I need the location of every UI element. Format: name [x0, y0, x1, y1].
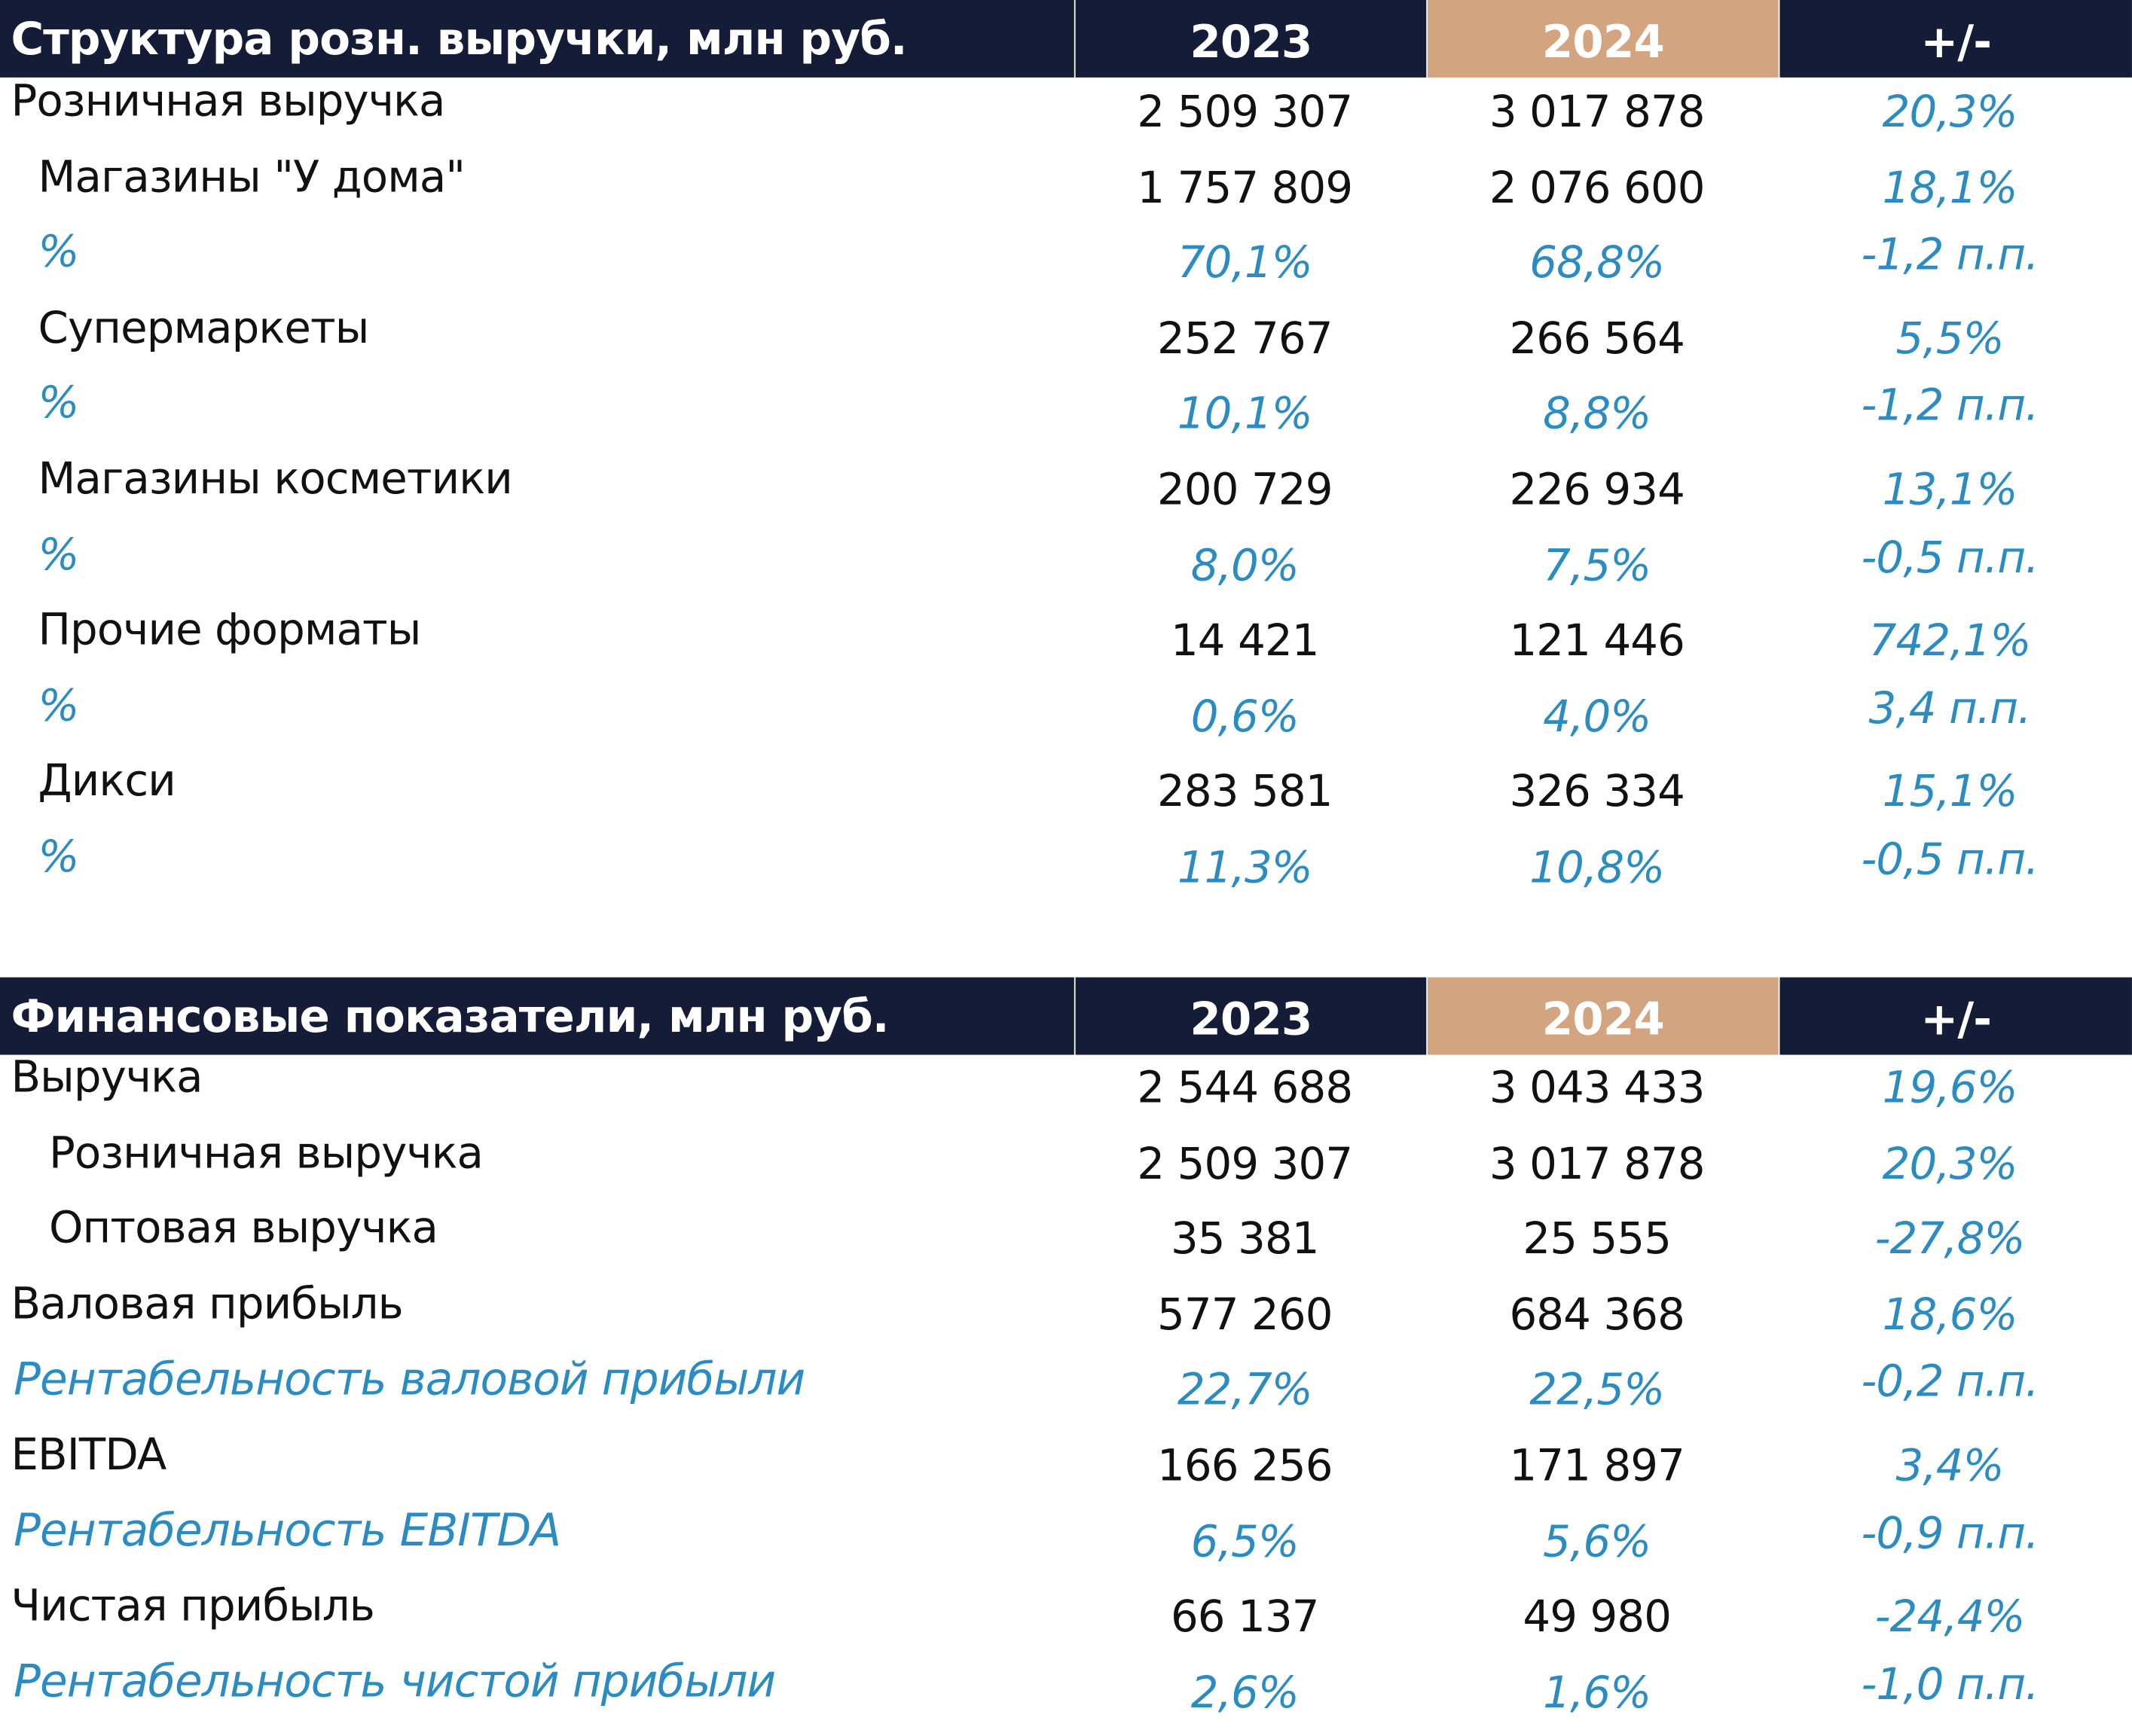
year-value: 577 260	[1157, 1288, 1333, 1341]
change-value: -24,4%	[1874, 1590, 2026, 1643]
change-value: -1,0 п.п.	[1861, 1658, 2039, 1710]
year-value: 8,0%	[1190, 538, 1300, 591]
change-value: 742,1%	[1868, 615, 2032, 667]
row-label: Магазины "У дома"	[38, 150, 466, 203]
year-value: 25 555	[1523, 1213, 1672, 1265]
year-value: 266 564	[1509, 312, 1685, 365]
year-value: 6,5%	[1190, 1515, 1300, 1567]
year-value: 66 137	[1170, 1590, 1320, 1643]
year-value: 2 076 600	[1489, 161, 1706, 213]
table-title: Структура розн. выручки, млн руб.	[0, 0, 1074, 78]
row-label: %	[38, 377, 80, 429]
change-value: 20,3%	[1882, 85, 2018, 138]
change-value: 13,1%	[1882, 463, 2018, 516]
change-value: 15,1%	[1882, 765, 2018, 818]
row-label: Оптовая выручка	[48, 1201, 438, 1254]
year-value: 3 043 433	[1489, 1061, 1706, 1114]
year-value: 252 767	[1157, 312, 1333, 365]
column-header: 2024	[1428, 977, 1779, 1055]
year-value: 166 256	[1157, 1439, 1333, 1491]
change-value: 20,3%	[1882, 1136, 2018, 1189]
change-value: 18,6%	[1882, 1288, 2018, 1341]
row-label: %	[38, 830, 80, 883]
change-value: 19,6%	[1882, 1061, 2018, 1114]
row-label: Выручка	[11, 1051, 203, 1103]
year-value: 283 581	[1157, 765, 1333, 818]
year-value: 2 509 307	[1137, 1136, 1353, 1189]
year-value: 35 381	[1170, 1213, 1320, 1265]
change-value: 3,4%	[1895, 1439, 2005, 1491]
row-label: Рентабельность валовой прибыли	[14, 1352, 805, 1405]
year-value: 1,6%	[1543, 1666, 1651, 1718]
column-header: 2024	[1428, 0, 1779, 78]
year-value: 226 934	[1509, 463, 1685, 516]
change-value: 3,4 п.п.	[1868, 682, 2031, 734]
column-header: +/-	[1779, 977, 2132, 1055]
year-value: 4,0%	[1543, 690, 1651, 743]
row-label: Прочие форматы	[38, 603, 422, 656]
change-value: -0,5 п.п.	[1861, 530, 2039, 583]
year-value: 2,6%	[1190, 1666, 1300, 1718]
year-value: 49 980	[1523, 1590, 1672, 1643]
row-label: Супермаркеты	[38, 301, 370, 353]
change-value: -0,2 п.п.	[1861, 1356, 2039, 1408]
change-value: -1,2 п.п.	[1861, 380, 2039, 432]
year-value: 171 897	[1509, 1439, 1685, 1491]
year-value: 10,8%	[1529, 841, 1665, 893]
year-value: 70,1%	[1177, 236, 1313, 288]
year-value: 0,6%	[1190, 690, 1300, 743]
year-value: 10,1%	[1177, 388, 1313, 440]
row-label: Розничная выручка	[11, 75, 445, 127]
row-label: Рентабельность EBITDA	[14, 1503, 561, 1557]
year-value: 14 421	[1170, 615, 1320, 667]
year-value: 121 446	[1509, 615, 1685, 667]
table-title: Финансовые показатели, млн руб.	[0, 977, 1074, 1055]
change-value: -27,8%	[1874, 1213, 2026, 1265]
row-label: Розничная выручка	[48, 1126, 484, 1179]
change-value: -0,9 п.п.	[1861, 1506, 2039, 1559]
year-value: 2 509 307	[1137, 85, 1353, 138]
row-label: %	[38, 225, 80, 278]
row-label: %	[38, 528, 80, 580]
year-value: 8,8%	[1543, 388, 1651, 440]
year-value: 200 729	[1157, 463, 1333, 516]
change-value: -1,2 п.п.	[1861, 228, 2039, 281]
year-value: 7,5%	[1543, 538, 1651, 591]
year-value: 3 017 878	[1489, 85, 1706, 138]
row-label: %	[38, 679, 80, 731]
column-header: +/-	[1779, 0, 2132, 78]
row-label: Валовая прибыль	[11, 1277, 403, 1329]
row-label: Чистая прибыль	[11, 1579, 374, 1632]
year-value: 326 334	[1509, 765, 1685, 818]
change-value: 5,5%	[1895, 312, 2005, 365]
row-label: Рентабельность чистой прибыли	[14, 1654, 776, 1708]
year-value: 3 017 878	[1489, 1136, 1706, 1189]
year-value: 5,6%	[1543, 1515, 1651, 1567]
column-header: 2023	[1075, 0, 1427, 78]
year-value: 684 368	[1509, 1288, 1685, 1341]
row-label: EBITDA	[11, 1428, 166, 1481]
year-value: 1 757 809	[1137, 161, 1353, 213]
column-header: 2023	[1075, 977, 1427, 1055]
year-value: 2 544 688	[1137, 1061, 1353, 1114]
year-value: 11,3%	[1177, 841, 1313, 893]
year-value: 22,5%	[1529, 1363, 1665, 1416]
row-label: Дикси	[38, 755, 176, 807]
year-value: 22,7%	[1177, 1363, 1313, 1416]
row-label: Магазины косметики	[38, 452, 513, 505]
change-value: 18,1%	[1882, 161, 2018, 213]
change-value: -0,5 п.п.	[1861, 833, 2039, 885]
year-value: 68,8%	[1529, 236, 1665, 288]
